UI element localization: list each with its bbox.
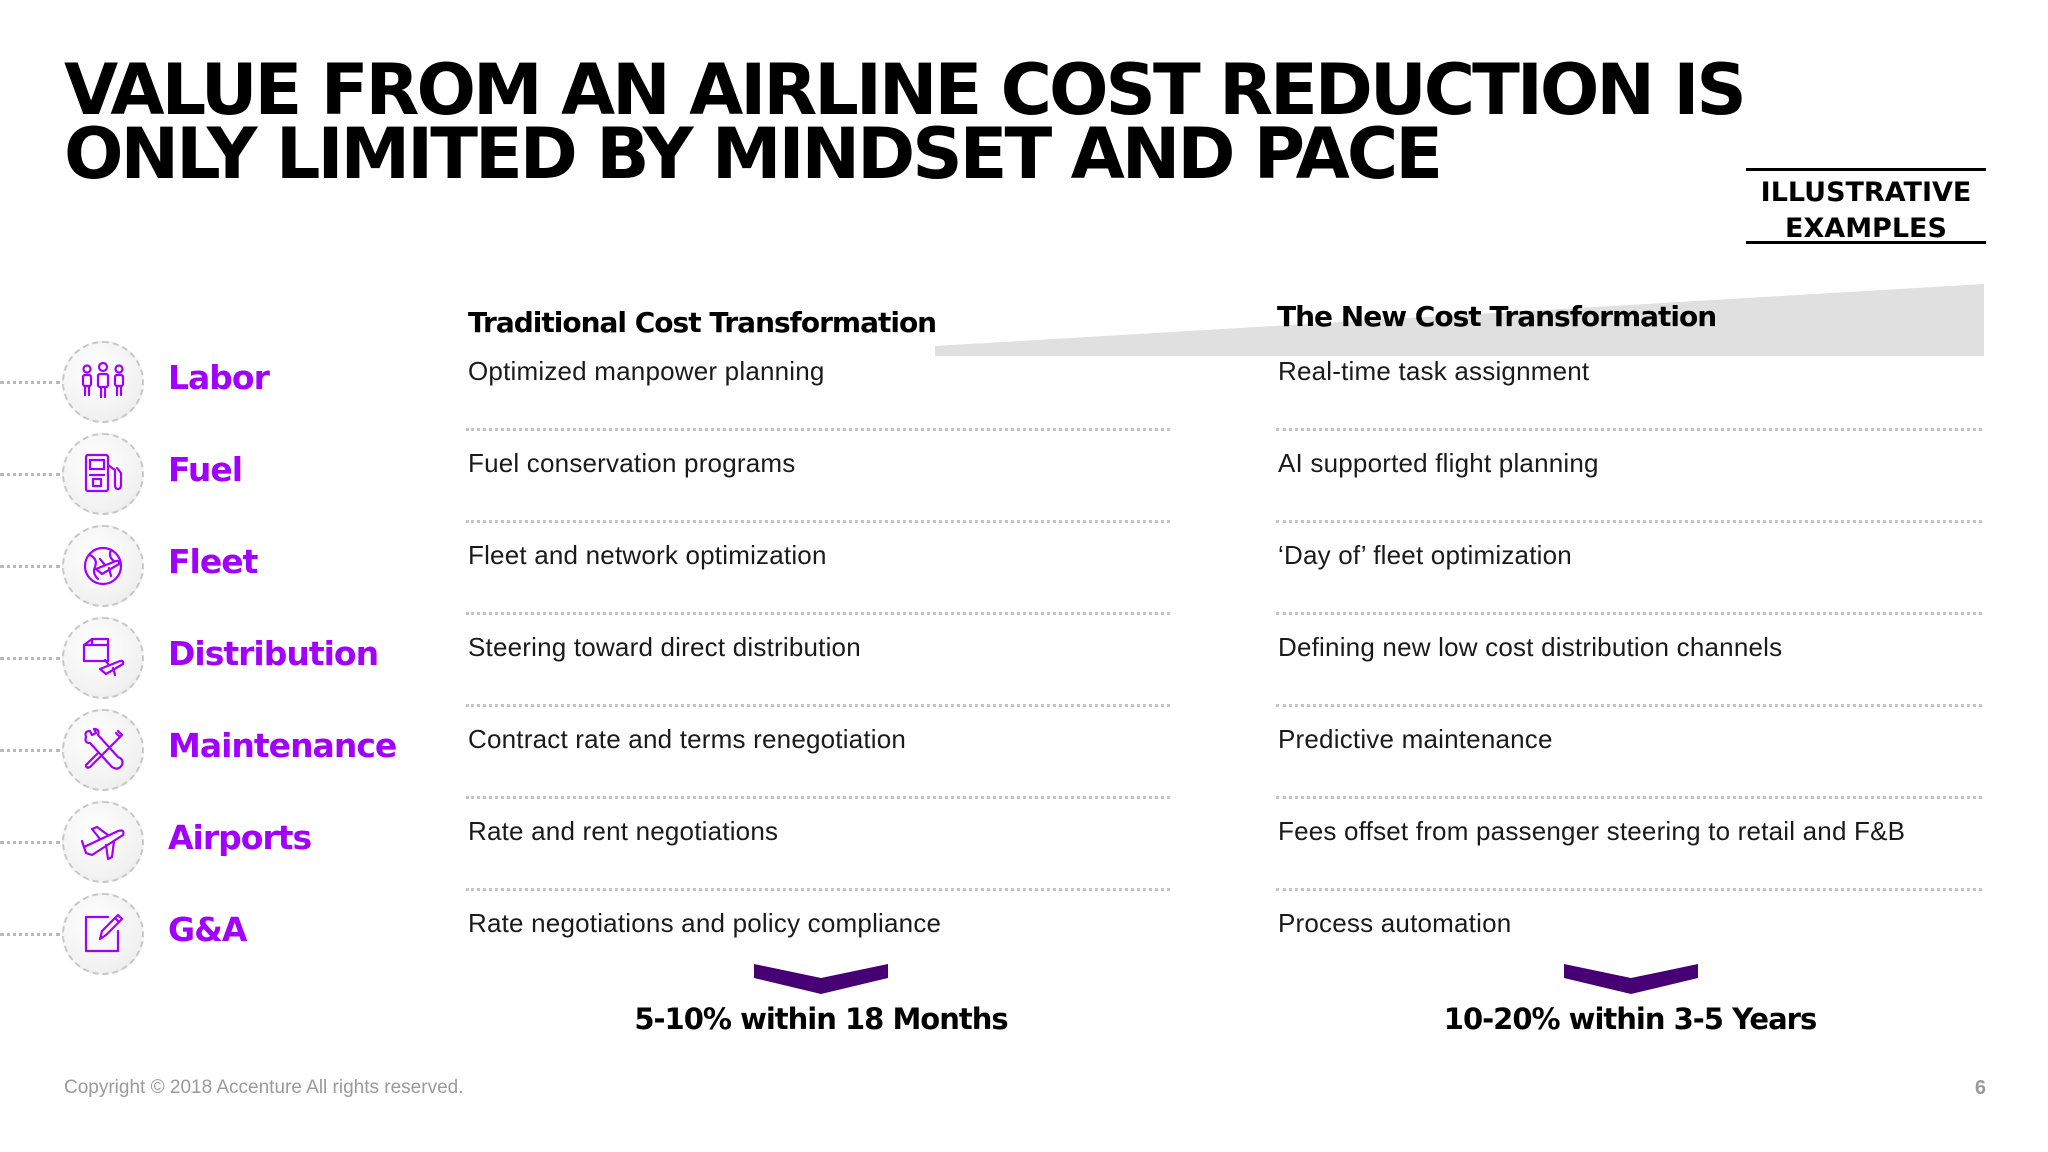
category-label-fuel: Fuel xyxy=(168,450,243,489)
row-leader-line xyxy=(0,749,60,752)
row-divider xyxy=(1276,612,1982,615)
page-title-line-1: VALUE FROM AN AIRLINE COST REDUCTION IS xyxy=(64,49,1747,131)
globe-plane-icon xyxy=(62,525,144,607)
new-cell: Predictive maintenance xyxy=(1278,724,1553,754)
row-divider xyxy=(466,428,1170,431)
table-row: Fleet Fleet and network optimization ‘Da… xyxy=(0,520,2048,615)
row-divider xyxy=(1276,428,1982,431)
copyright-notice: Copyright © 2018 Accenture All rights re… xyxy=(64,1077,464,1098)
row-leader-line xyxy=(0,565,60,568)
traditional-cell: Steering toward direct distribution xyxy=(468,632,861,662)
row-divider xyxy=(466,612,1170,615)
row-divider xyxy=(1276,796,1982,799)
row-leader-line xyxy=(0,841,60,844)
row-leader-line xyxy=(0,381,60,384)
category-label-fleet: Fleet xyxy=(168,542,258,581)
table-row: Fuel Fuel conservation programs AI suppo… xyxy=(0,428,2048,523)
table-row: Labor Optimized manpower planning Real-t… xyxy=(0,336,2048,431)
category-label-labor: Labor xyxy=(168,358,270,397)
row-divider xyxy=(466,888,1170,891)
category-label-g-and-a: G&A xyxy=(168,910,247,949)
badge-line-2: EXAMPLES xyxy=(1785,213,1947,244)
category-label-distribution: Distribution xyxy=(168,634,379,673)
new-cell: Real-time task assignment xyxy=(1278,356,1590,386)
traditional-cell: Rate and rent negotiations xyxy=(468,816,779,846)
row-divider xyxy=(1276,888,1982,891)
fuel-pump-icon xyxy=(62,433,144,515)
new-cell: Defining new low cost distribution chann… xyxy=(1278,632,1783,662)
row-divider xyxy=(466,704,1170,707)
row-leader-line xyxy=(0,657,60,660)
new-cell: Process automation xyxy=(1278,908,1512,938)
result-traditional: 5-10% within 18 Months xyxy=(634,1002,1008,1036)
traditional-cell: Rate negotiations and policy compliance xyxy=(468,908,942,938)
new-cell: AI supported flight planning xyxy=(1278,448,1599,478)
people-icon xyxy=(62,341,144,423)
badge-line-1: ILLUSTRATIVE xyxy=(1760,177,1972,208)
new-cell: ‘Day of’ fleet optimization xyxy=(1278,540,1572,570)
table-row: Distribution Steering toward direct dist… xyxy=(0,612,2048,707)
row-divider xyxy=(466,796,1170,799)
table-row: G&A Rate negotiations and policy complia… xyxy=(0,888,2048,980)
traditional-cell: Contract rate and terms renegotiation xyxy=(468,724,907,754)
column-header-new: The New Cost Transformation xyxy=(1277,300,1717,333)
page-title: VALUE FROM AN AIRLINE COST REDUCTION IS … xyxy=(64,49,1904,195)
package-plane-icon xyxy=(62,617,144,699)
traditional-cell: Fuel conservation programs xyxy=(468,448,796,478)
row-divider xyxy=(1276,520,1982,523)
category-label-airports: Airports xyxy=(168,818,312,857)
page-number: 6 xyxy=(1974,1077,1986,1099)
page-title-line-2: ONLY LIMITED BY MINDSET AND PACE xyxy=(64,113,1443,195)
row-leader-line xyxy=(0,933,60,936)
table-row: Airports Rate and rent negotiations Fees… xyxy=(0,796,2048,891)
traditional-cell: Fleet and network optimization xyxy=(468,540,827,570)
traditional-cell: Optimized manpower planning xyxy=(468,356,825,386)
chevron-down-icon xyxy=(754,964,888,994)
row-divider xyxy=(466,520,1170,523)
edit-document-icon xyxy=(62,893,144,975)
illustrative-examples-badge: ILLUSTRATIVE EXAMPLES xyxy=(1746,168,1986,244)
column-header-traditional: Traditional Cost Transformation xyxy=(468,306,937,339)
row-divider xyxy=(1276,704,1982,707)
category-label-maintenance: Maintenance xyxy=(168,726,397,765)
new-cell: Fees offset from passenger steering to r… xyxy=(1278,816,1906,846)
chevron-down-icon xyxy=(1564,964,1698,994)
table-row: Maintenance Contract rate and terms rene… xyxy=(0,704,2048,799)
row-leader-line xyxy=(0,473,60,476)
airplane-icon xyxy=(62,801,144,883)
result-new: 10-20% within 3-5 Years xyxy=(1443,1002,1817,1036)
tools-icon xyxy=(62,709,144,791)
